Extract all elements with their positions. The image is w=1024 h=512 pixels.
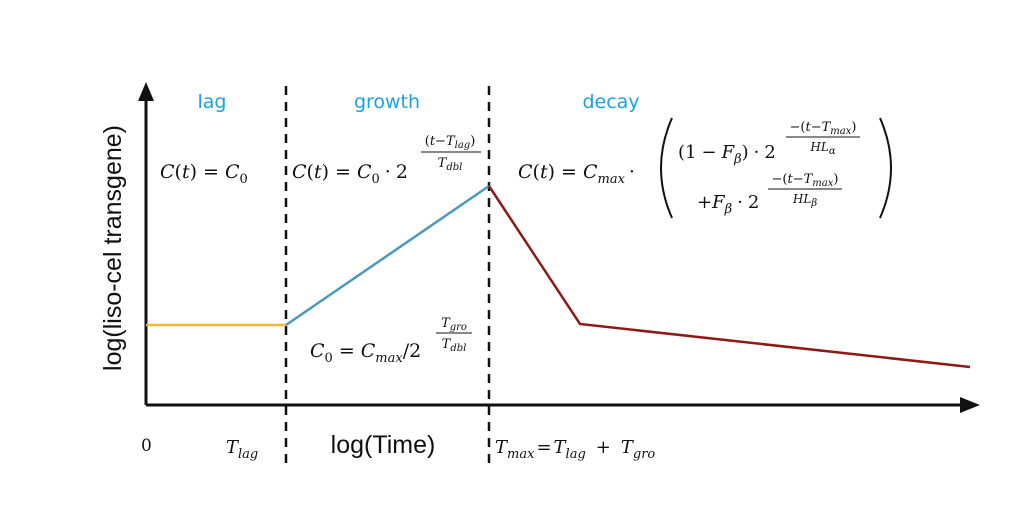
- decay-equation-lhs: C(t) = Cmax ·: [518, 161, 635, 187]
- x-axis-arrowhead: [960, 397, 980, 413]
- phase-label-growth: growth: [354, 91, 420, 113]
- decay-term-1-exp-numerator: −(t−Tmax): [790, 120, 857, 137]
- decay-term-2-exp-denominator: HLβ: [792, 192, 817, 209]
- lag-equation: C(t) = C0: [160, 161, 248, 187]
- y-axis-arrowhead: [138, 82, 154, 101]
- decay-term-1: (1− Fβ) · 2: [678, 142, 776, 167]
- initial-concentration-exp-denominator: Tdbl: [442, 337, 467, 354]
- decay-equation: C(t) = Cmax · (1− Fβ) · 2 −(t−Tmax) HLα +Fβ · 2 …: [518, 117, 892, 219]
- y-axis-label: log(liso-cel transgene): [99, 125, 127, 371]
- x-tick-origin: 0: [141, 436, 152, 456]
- decay-segment: [487, 185, 971, 369]
- growth-equation-base: C(t) = C0 · 2: [292, 161, 408, 187]
- decay-term-2: +Fβ · 2: [697, 192, 759, 217]
- growth-equation: C(t) = C0 · 2 (t−Tlag) Tdbl: [292, 134, 481, 187]
- initial-concentration-equation: C0 = Cmax/2 Tgro Tdbl: [310, 316, 472, 366]
- phase-label-lag: lag: [198, 91, 227, 113]
- phase-label-decay: decay: [582, 91, 639, 113]
- growth-exponent-denominator: Tdbl: [438, 156, 463, 173]
- initial-concentration-exp-numerator: Tgro: [441, 316, 467, 333]
- decay-left-big-paren: [660, 117, 673, 219]
- decay-term-1-exp-denominator: HLα: [809, 140, 835, 157]
- x-tick-t-max-relation: Tmax = Tlag + Tgro: [495, 437, 655, 462]
- initial-concentration-base: C0 = Cmax/2: [310, 340, 421, 366]
- decay-term-2-exp-numerator: −(t−Tmax): [772, 172, 839, 189]
- x-axis-label: log(Time): [331, 431, 436, 459]
- growth-segment: [285, 184, 490, 327]
- decay-right-big-paren: [879, 117, 892, 219]
- growth-exponent-numerator: (t−Tlag): [425, 134, 476, 151]
- x-tick-t-lag: Tlag: [226, 437, 258, 462]
